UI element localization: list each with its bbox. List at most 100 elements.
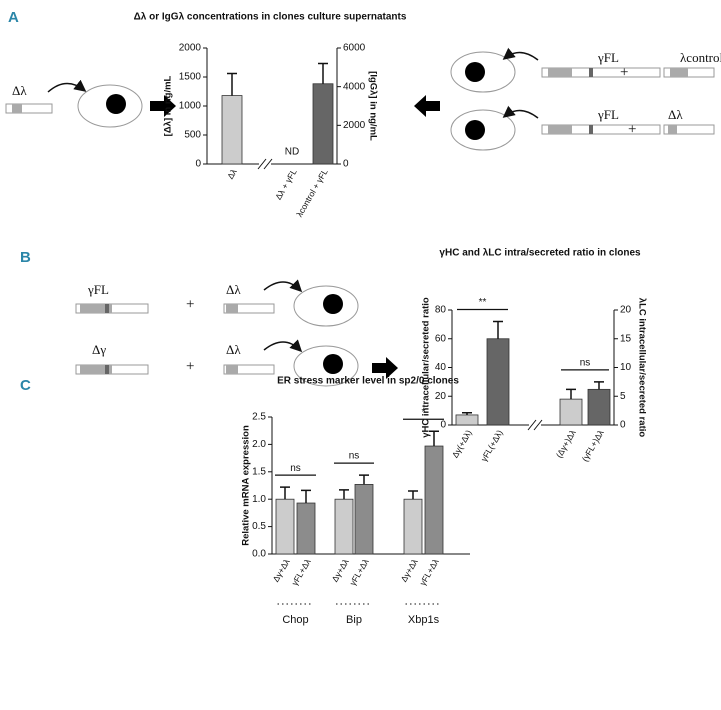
y-tick-label: 0 bbox=[195, 159, 201, 170]
schematic-b bbox=[75, 279, 398, 387]
bar bbox=[221, 95, 243, 165]
axis-break bbox=[527, 419, 537, 431]
y-tick-label: 60 bbox=[435, 333, 447, 344]
y2-axis-label: λLC intracellular/secreted ratio bbox=[636, 298, 647, 438]
y-tick-label: 1000 bbox=[179, 101, 202, 112]
x-tick-label: γFL(+Δλ) bbox=[479, 428, 505, 463]
error-bar bbox=[566, 388, 576, 400]
x-tick-label: (Δγ+)Δλ bbox=[554, 427, 578, 459]
schematic-label: Δλ bbox=[668, 107, 683, 122]
chart-title: Δλ or IgGλ concentrations in clones cult… bbox=[134, 12, 407, 23]
chart-title: ER stress marker level in sp2/0 clones bbox=[277, 376, 459, 387]
error-bar bbox=[594, 381, 604, 390]
schematic-label: γFL bbox=[597, 50, 619, 65]
y-tick-label: 40 bbox=[435, 362, 447, 373]
schematic-label: Δλ bbox=[12, 83, 27, 98]
x-tick-label: Δγ+Δλ bbox=[399, 556, 420, 583]
y-tick-label: 20 bbox=[435, 391, 447, 402]
y-tick-label: 0.0 bbox=[252, 549, 266, 560]
group-label: Chop bbox=[282, 614, 308, 626]
error-bar bbox=[408, 490, 418, 500]
y-tick-label: 0.5 bbox=[252, 521, 266, 532]
y-tick-label: 2000 bbox=[179, 43, 202, 54]
group-label: Bip bbox=[346, 614, 362, 626]
annotation: ** bbox=[479, 297, 487, 308]
schematic-a bbox=[5, 47, 715, 151]
x-tick-label: Δλ bbox=[225, 166, 239, 180]
y2-tick-label: 5 bbox=[620, 391, 626, 402]
error-bar bbox=[318, 62, 328, 84]
bar bbox=[334, 498, 354, 555]
x-tick-label: Δλ + γFL bbox=[273, 167, 299, 201]
y-tick-label: 1.0 bbox=[252, 494, 266, 505]
x-tick-label: Δγ+Δλ bbox=[271, 556, 292, 583]
y2-tick-label: 10 bbox=[620, 362, 632, 373]
error-bar bbox=[462, 412, 472, 415]
error-bar bbox=[280, 486, 290, 500]
annotation: ND bbox=[285, 147, 299, 158]
bar bbox=[403, 498, 423, 555]
bar bbox=[275, 498, 295, 555]
y-tick-label: 80 bbox=[435, 305, 447, 316]
y2-tick-label: 15 bbox=[620, 333, 632, 344]
annotation: ns bbox=[349, 451, 360, 462]
schematic-label: Δλ bbox=[226, 342, 241, 357]
annotation: ns bbox=[290, 463, 301, 474]
y-tick-label: 1500 bbox=[179, 72, 202, 83]
y-tick-label: 0 bbox=[440, 420, 446, 431]
group-label: Xbp1s bbox=[408, 614, 440, 626]
bar bbox=[354, 484, 374, 555]
error-bar bbox=[301, 489, 311, 504]
annotation: ns bbox=[580, 358, 591, 369]
schematic-label: γFL bbox=[597, 107, 619, 122]
x-tick-label: (γFL+)Δλ bbox=[580, 427, 606, 463]
y-axis-label: [Δλ] in ng/mL bbox=[163, 75, 174, 136]
schematic-label: + bbox=[186, 358, 194, 374]
schematic-label: λcontrol bbox=[680, 50, 721, 65]
y2-tick-label: 4000 bbox=[343, 81, 366, 92]
y2-tick-label: 0 bbox=[343, 159, 349, 170]
error-bar bbox=[429, 430, 439, 447]
axis-break bbox=[257, 158, 267, 170]
annotation: * bbox=[422, 407, 426, 418]
y2-tick-label: 0 bbox=[620, 420, 626, 431]
y2-tick-label: 2000 bbox=[343, 120, 366, 131]
x-tick-label: Δγ(+Δλ) bbox=[450, 428, 474, 460]
error-bar bbox=[339, 489, 349, 500]
bar bbox=[486, 338, 510, 426]
y2-tick-label: 6000 bbox=[343, 43, 366, 54]
axis-break bbox=[533, 419, 543, 431]
y-axis-label: γHC intracellular/secreted ratio bbox=[421, 297, 432, 438]
x-tick-label: γFL+Δλ bbox=[417, 556, 441, 587]
y2-tick-label: 20 bbox=[620, 305, 632, 316]
panel-label: A bbox=[8, 9, 19, 26]
y-tick-label: 2.5 bbox=[252, 412, 266, 423]
schematic-label: + bbox=[620, 64, 628, 80]
bar bbox=[424, 445, 444, 555]
bar bbox=[455, 414, 479, 426]
chart-title: γHC and λLC intra/secreted ratio in clon… bbox=[439, 248, 641, 259]
schematic-label: + bbox=[186, 296, 194, 312]
panel-label: B bbox=[20, 249, 31, 266]
axis-break bbox=[263, 158, 273, 170]
schematic-label: + bbox=[628, 121, 636, 137]
schematic-label: Δλ bbox=[226, 282, 241, 297]
y-tick-label: 1.5 bbox=[252, 466, 266, 477]
axis-break bbox=[529, 420, 541, 430]
bar bbox=[587, 388, 611, 426]
panel-label: C bbox=[20, 377, 31, 394]
y2-axis-label: [IgGλ] in ng/mL bbox=[367, 71, 378, 141]
y-axis-label: Relative mRNA expression bbox=[241, 425, 252, 546]
x-tick-label: γFL+Δλ bbox=[347, 556, 371, 587]
y-tick-label: 500 bbox=[184, 130, 201, 141]
bar bbox=[312, 83, 334, 165]
axis-break bbox=[259, 159, 271, 169]
error-bar bbox=[493, 320, 503, 339]
schematic-label: Δγ bbox=[92, 342, 106, 357]
x-tick-label: Δγ+Δλ bbox=[330, 556, 351, 583]
x-tick-label: γFL+Δλ bbox=[289, 556, 313, 587]
bar bbox=[296, 502, 316, 555]
y-tick-label: 2.0 bbox=[252, 439, 266, 450]
x-tick-label: λcontrol + γFL bbox=[294, 167, 330, 219]
